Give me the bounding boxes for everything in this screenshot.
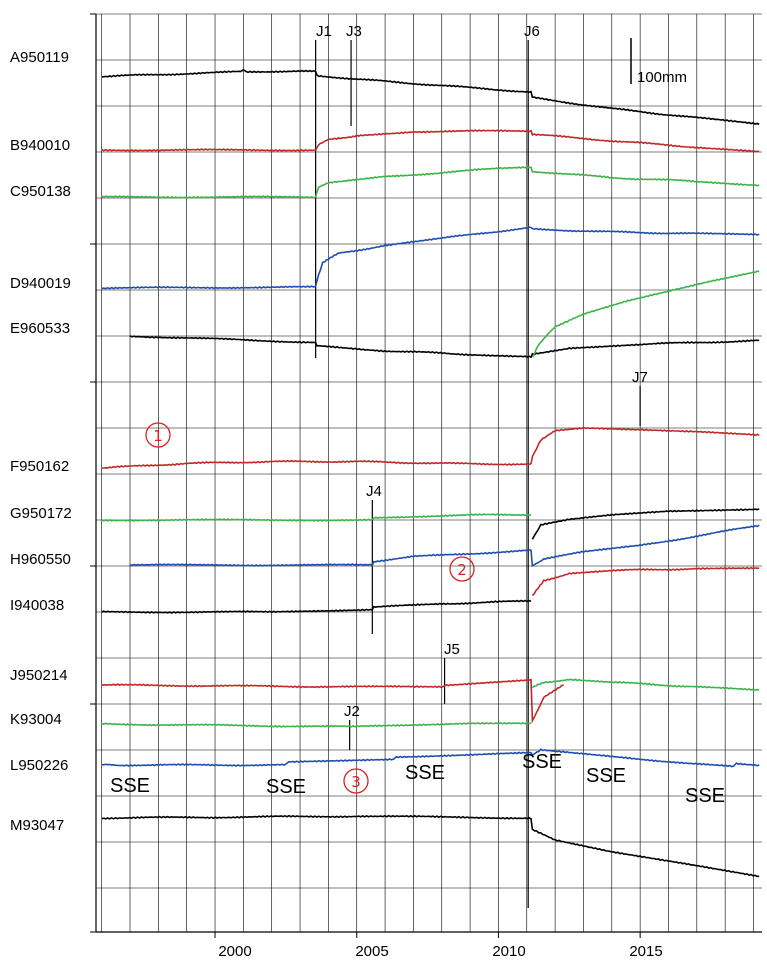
x-tick-label-2000: 2000: [218, 943, 251, 960]
marker-1: 1: [153, 427, 163, 445]
series-line-i940038-black: [101, 599, 532, 614]
series-line-j950214-green: [531, 678, 760, 691]
station-series: [101, 68, 760, 878]
station-label-d940019: D940019: [10, 275, 71, 292]
series-line-k93004-green: [101, 721, 532, 728]
sse-labels: SSE SSE SSE SSE SSE SSE: [110, 751, 725, 807]
x-tick-label-2010: 2010: [492, 943, 525, 960]
station-label-f950162: F950162: [10, 458, 69, 475]
series-line-g950172-black: [531, 508, 760, 540]
station-label-c950138: C950138: [10, 183, 71, 200]
event-label-j1: J1: [316, 23, 332, 40]
station-label-g950172: G950172: [10, 505, 72, 522]
x-tick-label-2005: 2005: [355, 943, 388, 960]
sse-label: SSE: [110, 775, 150, 797]
event-lines: [315, 40, 641, 908]
scale-bar: 100mm: [630, 38, 687, 86]
event-label-j2: J2: [344, 703, 360, 720]
station-label-l950226: L950226: [10, 757, 68, 774]
station-label-k93004: K93004: [10, 711, 62, 728]
series-line-e960533-green: [531, 270, 760, 358]
circled-markers: 1 2 3: [145, 422, 475, 794]
x-tick-labels: 2000 2005 2010 2015: [218, 943, 662, 960]
marker-circle-1: [145, 422, 171, 448]
station-label-i940038: I940038: [10, 597, 64, 614]
series-line-g950172-green: [101, 513, 532, 522]
station-label-j950214: J950214: [10, 667, 68, 684]
sse-label: SSE: [685, 785, 725, 807]
event-label-j4: J4: [366, 483, 382, 500]
series-line-d940019-blue: [101, 226, 760, 290]
marker-3: 3: [351, 773, 361, 791]
series-line-c950138-green: [101, 166, 760, 199]
sse-label: SSE: [522, 751, 562, 773]
marker-circle-3: [343, 768, 369, 794]
marker-2: 2: [457, 561, 467, 579]
series-line-e960533-black: [129, 335, 760, 359]
plot-frame: [90, 13, 762, 938]
station-label-a950119: A950119: [10, 49, 69, 66]
sse-label: SSE: [405, 762, 445, 784]
series-line-b940010-red: [101, 129, 760, 153]
event-label-j3: J3: [346, 23, 362, 40]
marker-circle-2: [449, 556, 475, 582]
station-label-e960533: E960533: [10, 320, 70, 337]
scale-bar-label: 100mm: [637, 69, 687, 86]
event-label-j7: J7: [632, 369, 648, 386]
series-line-h960550-red: [531, 566, 760, 597]
series-line-h960550-blue: [129, 524, 760, 568]
sse-label: SSE: [586, 765, 626, 787]
grid-lines: [96, 13, 762, 932]
station-labels: A950119 B940010 C950138 D940019 E960533 …: [10, 49, 72, 834]
x-tick-label-2015: 2015: [629, 943, 662, 960]
station-label-b940010: B940010: [10, 137, 70, 154]
sse-label: SSE: [266, 776, 306, 798]
series-line-l950226-blue: [101, 748, 760, 768]
series-line-a950119-black: [101, 68, 760, 126]
station-label-h960550: H960550: [10, 551, 71, 568]
station-label-m93047: M93047: [10, 817, 64, 834]
event-label-j5: J5: [444, 641, 460, 658]
series-line-f950162-red: [101, 426, 760, 470]
event-labels: J1 J3 J6 J4 J5 J2 J7: [316, 23, 648, 720]
series-line-m93047-black: [101, 814, 760, 878]
series-line-j950214-red: [101, 678, 564, 724]
event-label-j6: J6: [524, 23, 540, 40]
